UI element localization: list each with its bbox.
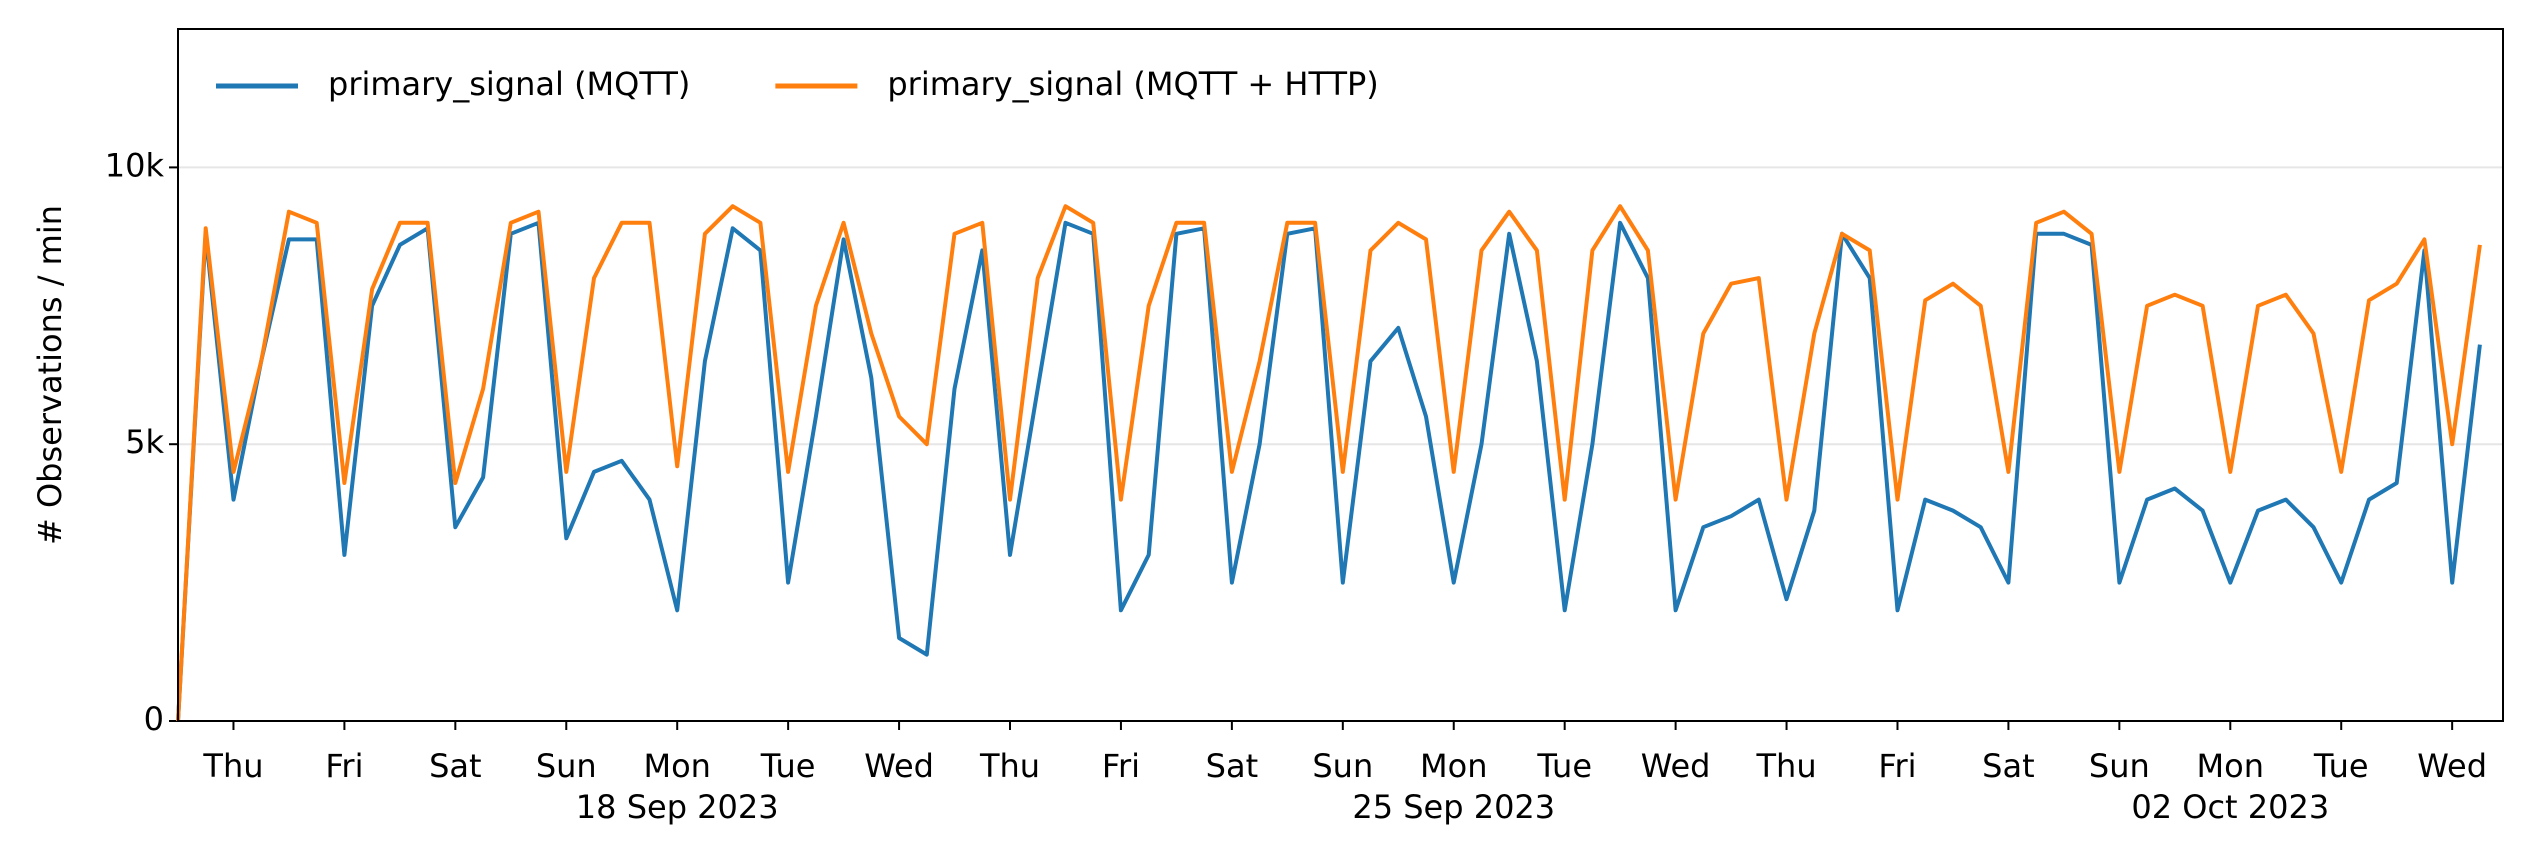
x-tick-label: Thu [1755,747,1816,785]
x-tick-label: Sun [2089,747,2150,785]
x-tick-label: Tue [760,747,816,785]
plot-frame [177,28,2504,722]
x-tick-label: Sat [1206,747,1258,785]
x-tick-label: Sun [536,747,597,785]
x-tick-label: Fri [1878,747,1916,785]
x-tick-label: Fri [1102,747,1140,785]
x-tick-label: Mon [643,747,710,785]
x-date-label: 02 Oct 2023 [2131,788,2329,826]
x-tick-label: Sat [429,747,481,785]
y-axis-label: # Observations / min [31,205,69,545]
x-tick-label: Fri [325,747,363,785]
x-date-label: 18 Sep 2023 [576,788,779,826]
x-date-label: 25 Sep 2023 [1352,788,1555,826]
x-tick-label: Wed [1641,747,1711,785]
y-tick-label: 5k [125,423,164,461]
x-tick-label: Sat [1982,747,2034,785]
x-tick-label: Tue [1536,747,1592,785]
series-line [176,220,2482,722]
x-tick-label: Mon [2197,747,2264,785]
legend-label: primary_signal (MQTT + HTTP) [887,65,1378,103]
x-tick-label: Tue [2313,747,2369,785]
x-tick-label: Mon [1420,747,1487,785]
legend-label: primary_signal (MQTT) [328,65,690,103]
series-line [176,204,2482,722]
x-tick-label: Sun [1312,747,1373,785]
x-tick-label: Thu [979,747,1040,785]
x-tick-label: Wed [864,747,934,785]
x-tick-label: Wed [2417,747,2487,785]
x-tick-label: Thu [202,747,263,785]
y-tick-label: 10k [105,146,165,184]
y-tick-label: 0 [144,700,164,738]
